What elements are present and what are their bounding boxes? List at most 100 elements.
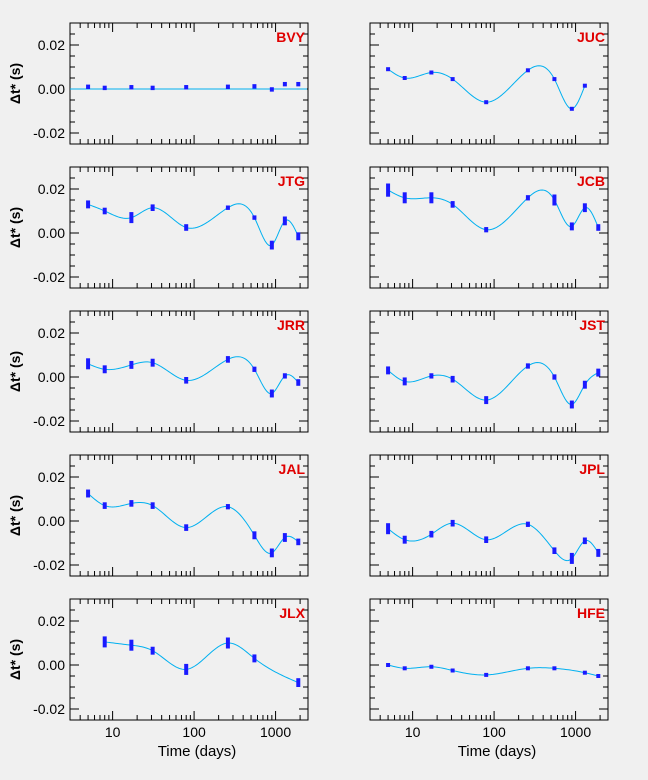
data-point-jst <box>484 396 489 405</box>
data-point-jtg <box>252 215 257 220</box>
fit-curve-jst <box>387 362 599 405</box>
data-point-hfe <box>402 666 407 671</box>
data-point-jrr <box>86 358 91 370</box>
data-point-bvy <box>129 85 134 90</box>
data-point-jcb <box>429 192 434 204</box>
data-point-jlx <box>252 654 257 663</box>
data-point-jpl <box>386 523 391 535</box>
plot-frame-jal <box>69 454 309 577</box>
fit-curve-jlx <box>104 641 299 684</box>
data-point-jcb <box>582 203 587 213</box>
data-point-juc <box>569 106 574 111</box>
y-tick-label-jrr: 0.02 <box>38 325 65 341</box>
fit-curve-jcb <box>387 189 599 231</box>
data-point-jcb <box>525 195 530 201</box>
y-tick-label-jal: 0.02 <box>38 469 65 485</box>
data-point-bvy <box>184 85 189 90</box>
data-point-hfe <box>386 663 391 667</box>
data-point-hfe <box>525 666 530 671</box>
data-point-jal <box>225 504 230 510</box>
plot-frame-juc <box>369 22 609 145</box>
data-point-jcb <box>484 227 489 233</box>
x-tick-label-hfe: 100 <box>482 724 506 740</box>
data-point-jtg <box>296 232 301 241</box>
data-point-jlx <box>102 636 107 648</box>
panel-label-jal: JAL <box>279 461 306 477</box>
data-point-jal <box>269 548 274 558</box>
data-point-jcb <box>569 222 574 231</box>
data-point-jcb <box>596 224 601 231</box>
data-point-jal <box>282 533 287 542</box>
data-point-jal <box>102 502 107 509</box>
data-point-jst <box>582 380 587 389</box>
data-point-bvy <box>296 81 301 87</box>
y-tick-label-jrr: -0.02 <box>33 413 65 429</box>
data-point-jlx <box>129 639 134 651</box>
data-point-hfe <box>429 664 434 669</box>
data-point-jtg <box>282 216 287 226</box>
y-tick-label-jtg: 0.02 <box>38 181 65 197</box>
data-point-jcb <box>386 183 391 197</box>
data-point-jal <box>150 502 155 509</box>
data-point-jpl <box>569 552 574 564</box>
data-point-jst <box>386 366 391 375</box>
plot-frame-jtg <box>69 166 309 289</box>
panel-label-jtg: JTG <box>278 173 305 189</box>
data-point-hfe <box>552 666 557 671</box>
y-tick-label-jlx: 0.00 <box>38 657 65 673</box>
x-tick-label-jlx: 100 <box>182 724 206 740</box>
x-axis-label: Time (days) <box>458 743 537 760</box>
data-point-jal <box>252 531 257 540</box>
y-tick-label-jrr: 0.00 <box>38 369 65 385</box>
data-point-jtg <box>102 207 107 215</box>
data-point-bvy <box>150 85 155 91</box>
data-point-juc <box>525 68 530 73</box>
data-point-jrr <box>129 360 134 369</box>
data-point-jrr <box>252 366 257 372</box>
data-point-jpl <box>582 537 587 545</box>
panel-label-jcb: JCB <box>577 173 605 189</box>
x-tick-label-jlx: 1000 <box>260 724 291 740</box>
data-point-jpl <box>596 548 601 557</box>
data-point-jpl <box>402 535 407 544</box>
data-point-hfe <box>450 668 455 673</box>
data-point-juc <box>386 67 391 72</box>
plot-frame-hfe <box>369 598 609 721</box>
data-point-jrr <box>225 356 230 363</box>
data-point-bvy <box>102 85 107 91</box>
data-point-juc <box>582 83 587 88</box>
fit-curve-jrr <box>87 356 299 395</box>
data-point-juc <box>402 76 407 80</box>
y-tick-label-bvy: 0.02 <box>38 37 65 53</box>
plot-frame-jpl <box>369 454 609 577</box>
data-point-jlx <box>296 678 301 687</box>
data-point-jpl <box>525 521 530 527</box>
data-point-jrr <box>150 358 155 367</box>
data-point-juc <box>552 77 557 82</box>
data-point-jlx <box>184 663 189 675</box>
data-point-juc <box>429 70 434 75</box>
data-point-juc <box>450 77 455 82</box>
data-point-jpl <box>552 547 557 554</box>
data-point-jst <box>429 373 434 379</box>
data-point-juc <box>484 100 489 105</box>
y-tick-label-bvy: 0.00 <box>38 81 65 97</box>
y-tick-label-jal: 0.00 <box>38 513 65 529</box>
y-tick-label-jtg: 0.00 <box>38 225 65 241</box>
y-tick-label-jal: -0.02 <box>33 557 65 573</box>
data-point-jst <box>450 375 455 383</box>
y-axis-label-jrr: Δt* (s) <box>7 351 23 392</box>
data-point-jpl <box>450 519 455 527</box>
y-axis-label-bvy: Δt* (s) <box>7 63 23 104</box>
data-point-bvy <box>252 84 257 89</box>
data-point-jst <box>596 368 601 377</box>
y-axis-label-jtg: Δt* (s) <box>7 207 23 248</box>
fit-curve-jpl <box>387 522 599 562</box>
plot-frame-jst <box>369 310 609 433</box>
panel-label-jrr: JRR <box>277 317 305 333</box>
panel-label-jlx: JLX <box>279 605 305 621</box>
data-point-jrr <box>282 373 287 379</box>
data-point-jal <box>129 500 134 507</box>
data-point-jal <box>296 538 301 546</box>
data-point-jal <box>86 489 91 498</box>
